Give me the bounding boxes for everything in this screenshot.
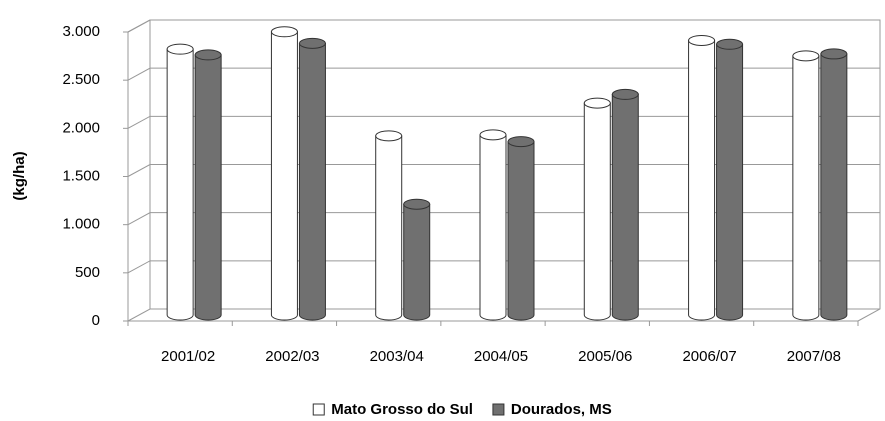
bar xyxy=(166,48,194,321)
bar-top xyxy=(792,50,820,62)
bar-top xyxy=(820,48,848,60)
bar xyxy=(688,39,716,321)
y-tick-label: 0 xyxy=(92,312,100,329)
bar-top xyxy=(298,37,326,49)
grid-line xyxy=(127,19,880,33)
grid-line xyxy=(127,115,880,129)
legend-swatch xyxy=(312,403,325,416)
x-tick-label: 2003/04 xyxy=(370,348,424,365)
bar-top xyxy=(507,136,535,148)
bar-top xyxy=(611,88,639,100)
grid-line xyxy=(127,67,880,81)
bar-top xyxy=(375,130,403,142)
bar-top xyxy=(716,38,744,50)
bar-top xyxy=(479,129,507,141)
bar xyxy=(403,203,431,321)
legend-label: Mato Grosso do Sul xyxy=(331,401,473,418)
bar xyxy=(375,135,403,321)
bar xyxy=(792,55,820,321)
bar-top xyxy=(403,198,431,210)
legend-label: Dourados, MS xyxy=(511,401,612,418)
x-tick-label: 2006/07 xyxy=(682,348,736,365)
x-tick-label: 2005/06 xyxy=(578,348,632,365)
bar-top xyxy=(688,34,716,46)
bar xyxy=(611,93,639,321)
y-tick-label: 2.000 xyxy=(62,119,100,136)
y-axis-title: (kg/ha) xyxy=(11,151,28,200)
y-tick-label: 3.000 xyxy=(62,23,100,40)
x-tick-label: 2001/02 xyxy=(161,348,215,365)
bar xyxy=(716,43,744,321)
y-tick-label: 1.000 xyxy=(62,216,100,233)
bar xyxy=(507,141,535,321)
y-tick-label: 1.500 xyxy=(62,167,100,184)
bar xyxy=(298,42,326,321)
legend-swatch xyxy=(492,403,505,416)
bar-top xyxy=(583,97,611,109)
bar xyxy=(583,102,611,321)
x-tick-label: 2002/03 xyxy=(265,348,319,365)
bar-top xyxy=(166,43,194,55)
bar xyxy=(194,54,222,321)
bar-top xyxy=(194,49,222,61)
bar xyxy=(479,134,507,321)
bar xyxy=(270,31,298,321)
y-tick-label: 500 xyxy=(75,264,100,281)
bar-top xyxy=(270,26,298,38)
bar xyxy=(820,53,848,321)
y-tick-label: 2.500 xyxy=(62,71,100,88)
x-tick-label: 2004/05 xyxy=(474,348,528,365)
x-tick-label: 2007/08 xyxy=(787,348,841,365)
